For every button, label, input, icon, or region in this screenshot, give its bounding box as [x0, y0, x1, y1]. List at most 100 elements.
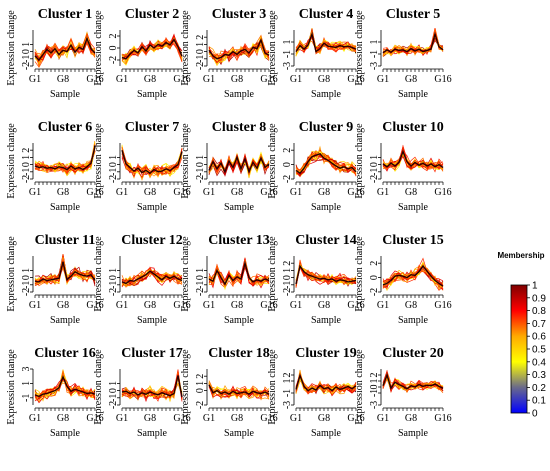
member-lines	[121, 144, 183, 181]
x-tick-label: G16	[434, 74, 451, 85]
y-tick-label: 2	[282, 261, 293, 266]
x-tick-label: G8	[231, 300, 243, 311]
cluster-panel: Cluster 3 -2-10 1 2 G1 G8 G16 Sample Expression …	[180, 7, 278, 100]
y-tick-label: 0	[282, 162, 293, 167]
y-axis-label: Expression change	[93, 10, 104, 86]
y-tick-label: 0	[195, 388, 206, 393]
x-tick-label: G8	[231, 413, 243, 424]
x-tick-label: G8	[144, 413, 156, 424]
y-tick-label: -2	[21, 288, 32, 296]
panel-title: Cluster 16	[34, 346, 96, 361]
x-tick-label: G1	[377, 74, 389, 85]
member-line	[295, 266, 357, 285]
panel-title: Cluster 5	[386, 7, 441, 22]
member-lines	[34, 254, 96, 287]
member-line	[382, 28, 444, 55]
y-tick-label: 1	[195, 155, 206, 160]
cluster-panel: Cluster 4 -3 -1 1 G1 G8 G16 Sample Expression ch…	[267, 7, 365, 100]
x-axis-label: Sample	[311, 428, 342, 439]
y-tick-label: 1	[108, 155, 119, 160]
centroid-line	[382, 264, 444, 287]
member-line	[295, 152, 357, 177]
y-tick-label: 1	[195, 381, 206, 386]
member-lines	[121, 369, 183, 403]
cluster-panel: Cluster 9 -2 0 2 G1 G8 G16 Sample Expression cha…	[267, 120, 365, 213]
x-axis-label: Sample	[137, 89, 168, 100]
y-axis-label: Expression change	[6, 349, 17, 425]
x-axis-label: Sample	[137, 315, 168, 326]
member-lines	[295, 369, 357, 397]
cluster-panel: Cluster 18 -2 0 1 2 G1 G8 G16 Sample Expression c…	[180, 346, 278, 439]
x-tick-label: G8	[57, 300, 69, 311]
x-tick-label: G16	[434, 187, 451, 198]
y-tick-label: 2	[369, 261, 380, 266]
member-lines	[382, 257, 444, 291]
member-line	[208, 261, 270, 289]
y-tick-label: -2	[195, 62, 206, 70]
x-tick-label: G8	[57, 74, 69, 85]
y-axis-label: Expression change	[267, 349, 278, 425]
y-tick-label: 0	[282, 275, 293, 280]
legend-tick-label: 0.6	[532, 332, 546, 343]
cluster-panel: Cluster 11 -2-10 1 G1 G8 G16 Sample Expression …	[6, 233, 104, 326]
member-line	[208, 34, 270, 65]
y-tick-label: 0	[369, 385, 380, 390]
member-lines	[208, 257, 270, 291]
y-tick-label: 2	[369, 373, 380, 378]
y-tick-label: -1	[21, 168, 32, 176]
y-tick-label: 0	[195, 49, 206, 54]
y-tick-label: 2	[21, 148, 32, 153]
cluster-panel: Cluster 1 -2-10 1 G1 G8 G16 Sample Expression c…	[6, 7, 104, 100]
x-tick-label: G16	[347, 300, 364, 311]
legend-title: Membership	[497, 251, 544, 260]
member-line	[208, 43, 270, 64]
cluster-panel: Cluster 12 -2-10 1 G1 G8 G16 Sample Expression …	[93, 233, 191, 326]
legend-tick-label: 1	[532, 281, 538, 292]
y-tick-label: -1	[108, 168, 119, 176]
legend-tick-label: 0.3	[532, 370, 546, 381]
y-tick-label: 0	[21, 162, 32, 167]
legend-tick-label: 0.7	[532, 319, 546, 330]
member-line	[382, 155, 444, 172]
x-tick-label: G1	[290, 74, 302, 85]
panel-title: Cluster 9	[299, 120, 354, 135]
panel-title: Cluster 17	[121, 346, 183, 361]
x-tick-label: G1	[116, 300, 128, 311]
y-axis-label: Expression change	[267, 236, 278, 312]
y-tick-label: -2	[21, 175, 32, 183]
centroid-line	[34, 375, 96, 398]
x-tick-label: G1	[203, 300, 215, 311]
y-tick-label: -1	[369, 50, 380, 58]
x-tick-label: G8	[57, 187, 69, 198]
member-lines	[382, 28, 444, 57]
legend-tick-label: 0.1	[532, 396, 546, 407]
y-tick-label: 0	[108, 46, 119, 51]
x-tick-label: G1	[377, 413, 389, 424]
x-axis-label: Sample	[311, 89, 342, 100]
y-tick-label: -2	[195, 175, 206, 183]
y-tick-label: 0	[369, 162, 380, 167]
centroid-line	[208, 260, 270, 286]
panel-title: Cluster 18	[208, 346, 270, 361]
panel-title: Cluster 15	[382, 233, 444, 248]
x-tick-label: G16	[347, 74, 364, 85]
y-tick-label: 0	[108, 162, 119, 167]
y-tick-label: 2	[195, 35, 206, 40]
panel-title: Cluster 8	[212, 120, 267, 135]
x-axis-label: Sample	[50, 315, 81, 326]
centroid-line	[34, 36, 96, 62]
legend-tick-label: 0.2	[532, 383, 546, 394]
y-tick-label: -1	[21, 394, 32, 402]
x-tick-label: G1	[29, 74, 41, 85]
y-tick-label: -1	[108, 394, 119, 402]
legend-tick-label: 0.5	[532, 345, 546, 356]
cluster-panel: Cluster 7 -2-10 1 G1 G8 G16 Sample Expression c…	[93, 120, 191, 213]
centroid-line	[208, 384, 270, 396]
member-lines	[121, 33, 183, 66]
panel-title: Cluster 19	[295, 346, 357, 361]
x-tick-label: G1	[290, 187, 302, 198]
y-axis-label: Expression change	[6, 236, 17, 312]
member-lines	[34, 369, 96, 404]
panel-title: Cluster 20	[382, 346, 444, 361]
